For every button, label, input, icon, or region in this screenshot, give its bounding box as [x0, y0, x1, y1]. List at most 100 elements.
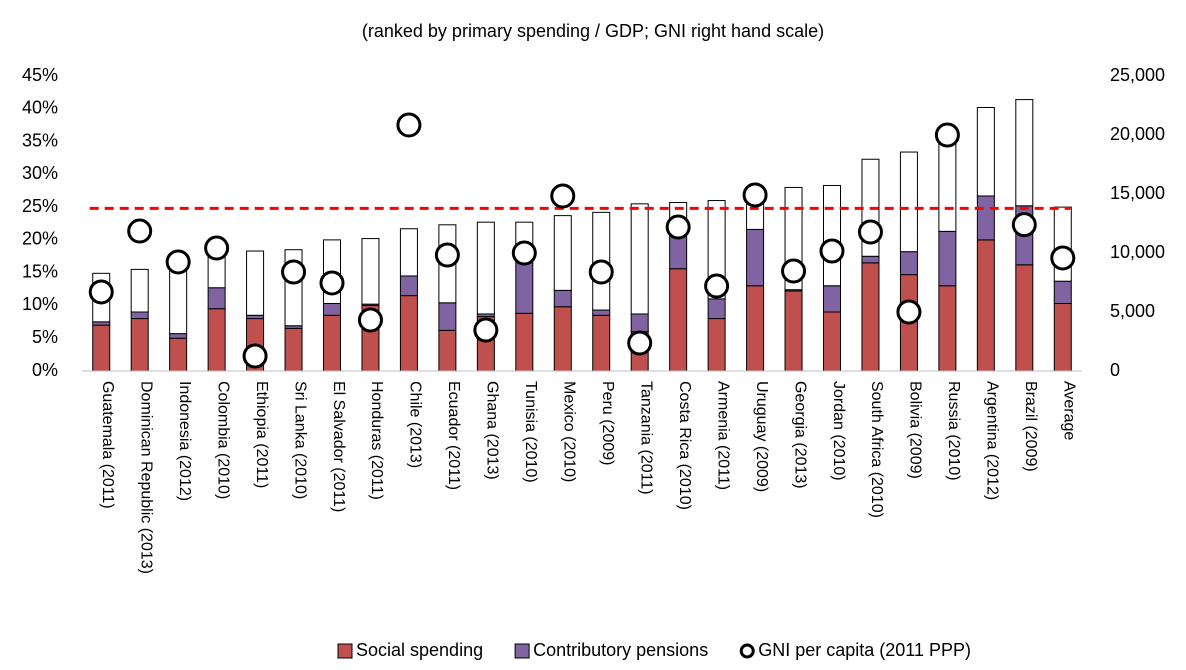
legend-marker — [514, 643, 530, 659]
bar-segment — [938, 285, 957, 372]
bar-segment — [630, 203, 649, 315]
bar-segment — [399, 228, 418, 277]
bar-segment — [92, 324, 111, 372]
gni-point — [627, 330, 653, 356]
x-tick-label: Dominican Republic (2013) — [137, 381, 154, 574]
bar-segment — [169, 337, 188, 372]
bar-segment — [476, 221, 495, 315]
x-tick-label: Ethiopia (2011) — [253, 381, 270, 488]
y-tick-label: 10% — [22, 294, 58, 314]
x-tick-label: Mexico (2010) — [561, 381, 578, 482]
y-tick-label: 40% — [22, 98, 58, 118]
bar-segment — [399, 295, 418, 372]
gni-point — [1011, 212, 1037, 238]
legend-marker — [337, 643, 353, 659]
gni-point — [396, 112, 422, 138]
gni-point — [242, 343, 268, 369]
bar-segment — [1015, 99, 1034, 207]
bar-segment — [669, 268, 688, 372]
gni-point — [1050, 245, 1076, 271]
bar-segment — [784, 290, 803, 372]
x-tick-label: Bolivia (2009) — [907, 381, 924, 479]
y2-tick-label: 25,000 — [1110, 65, 1165, 85]
x-tick-label: Argentina (2012) — [984, 381, 1001, 500]
x-tick-label: Russia (2010) — [945, 381, 962, 481]
gni-point — [88, 279, 114, 305]
bar-segment — [438, 329, 457, 372]
gni-point — [742, 182, 768, 208]
x-tick-label: Jordan (2010) — [830, 381, 847, 481]
bar-segment — [399, 275, 418, 297]
x-tick-label: Tunisia (2010) — [522, 381, 539, 483]
bar-segment — [746, 285, 765, 372]
bar-segment — [899, 151, 918, 253]
bar-segment — [130, 268, 149, 313]
gni-point — [550, 183, 576, 209]
bar-segment — [707, 318, 726, 372]
bar-segment — [169, 333, 188, 339]
x-tick-label: Guatemala (2011) — [99, 381, 116, 509]
y2-tick-label: 10,000 — [1110, 242, 1165, 262]
gni-point — [819, 238, 845, 264]
legend-label: Social spending — [356, 640, 483, 660]
bar-segment — [1053, 280, 1072, 304]
bar-segment — [130, 311, 149, 320]
x-tick-label: El Salvador (2011) — [330, 381, 347, 512]
chart-subtitle: (ranked by primary spending / GDP; GNI r… — [362, 21, 824, 41]
bar-segment — [630, 313, 649, 333]
y-tick-label: 5% — [32, 327, 58, 347]
bar-segment — [515, 312, 534, 372]
bar-segment — [361, 238, 380, 305]
x-tick-label: Peru (2009) — [599, 381, 616, 466]
bar-segment — [976, 195, 995, 241]
bar-segment — [823, 285, 841, 313]
bar-segment — [1053, 302, 1072, 372]
gni-point — [473, 317, 499, 343]
y2-tick-label: 5,000 — [1110, 301, 1155, 321]
bar-segment — [553, 306, 572, 372]
bar-segment — [323, 314, 341, 372]
bar-segment — [284, 327, 303, 372]
x-tick-label: South Africa (2010) — [868, 381, 885, 518]
bar-segment — [515, 257, 534, 314]
bar-segment — [707, 298, 726, 320]
bar-segment — [438, 302, 457, 331]
bar-segment — [746, 228, 765, 287]
x-tick-label: Colombia (2010) — [214, 381, 231, 499]
bar-segment — [938, 230, 957, 287]
bar-segment — [130, 318, 149, 372]
bar-segment — [592, 314, 611, 372]
y-tick-label: 20% — [22, 229, 58, 249]
y-tick-label: 45% — [22, 65, 58, 85]
gni-point — [319, 270, 345, 296]
bar-segment — [323, 302, 341, 316]
bar-segment — [861, 255, 880, 264]
bar-segment — [823, 311, 841, 372]
gni-point — [665, 214, 691, 240]
bar-segment — [823, 184, 841, 287]
bar-segment — [899, 251, 918, 276]
gni-point — [588, 259, 614, 285]
gni-point — [704, 273, 730, 299]
legend-label: GNI per capita (2011 PPP) — [758, 640, 971, 660]
y-tick-label: 35% — [22, 130, 58, 150]
y-tick-label: 0% — [32, 360, 58, 380]
y2-tick-label: 0 — [1110, 360, 1120, 380]
x-tick-label: Costa Rica (2010) — [676, 381, 693, 510]
bar-segment — [861, 262, 880, 372]
gni-point — [434, 242, 460, 268]
gni-point — [357, 307, 383, 333]
y2-tick-label: 15,000 — [1110, 183, 1165, 203]
x-tick-label: Georgia (2013) — [791, 381, 808, 489]
x-tick-label: Brazil (2009) — [1022, 381, 1039, 472]
y-tick-label: 30% — [22, 163, 58, 183]
x-tick-label: Armenia (2011) — [714, 381, 731, 490]
bar-segment — [207, 308, 226, 372]
x-tick-label: Indonesia (2012) — [176, 381, 193, 501]
bar-segment — [207, 287, 226, 310]
y-tick-label: 25% — [22, 196, 58, 216]
x-tick-label: Chile (2013) — [407, 381, 424, 468]
x-tick-label: Uruguay (2009) — [753, 381, 770, 492]
gni-point — [511, 240, 537, 266]
